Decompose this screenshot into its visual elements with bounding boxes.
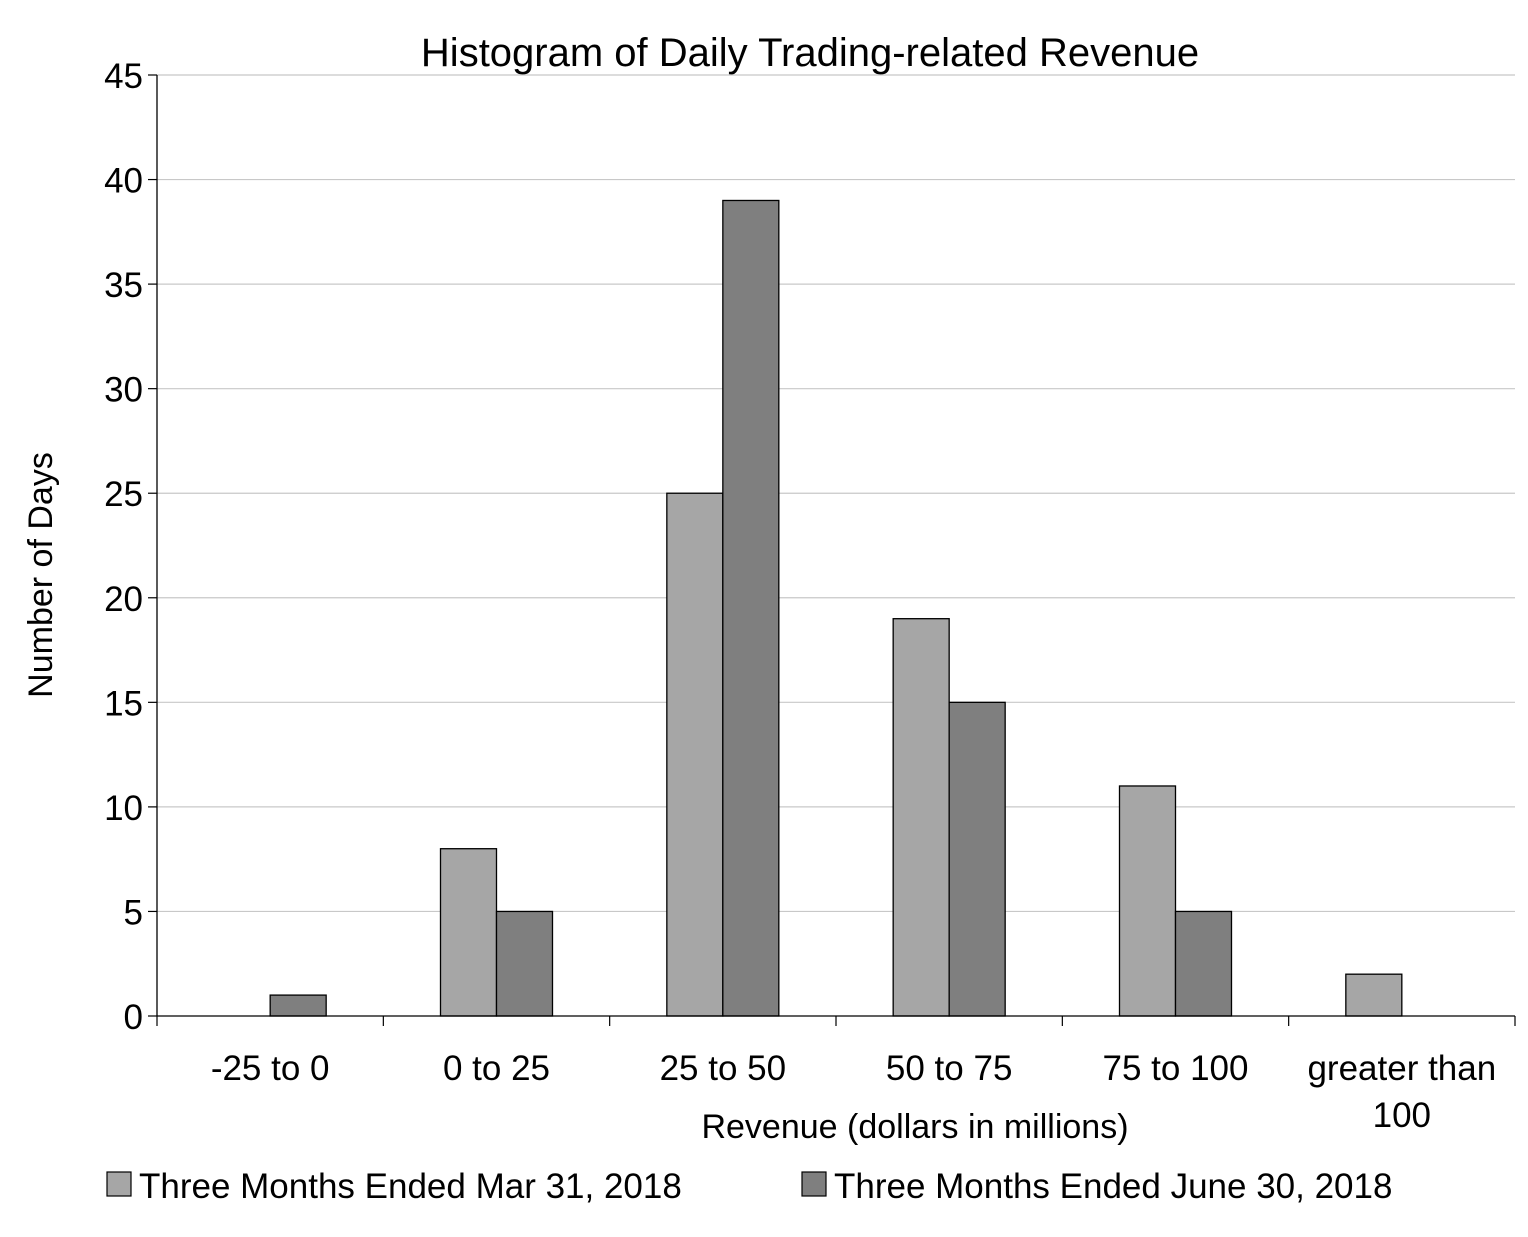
y-axis-label: Number of Days (22, 452, 60, 698)
bar (495, 910, 554, 1017)
x-tick-label: greater than (1307, 1049, 1496, 1088)
bar (666, 492, 724, 1017)
bar (1118, 785, 1177, 1017)
y-tick-labels: 0 5 10 15 20 25 30 35 40 45 (104, 57, 143, 1037)
x-tick-label: 100 (1373, 1096, 1431, 1135)
x-axis-label: Revenue (dollars in millions) (701, 1108, 1128, 1146)
bar (722, 199, 780, 1017)
legend-swatch (106, 1171, 132, 1197)
chart-title: Histogram of Daily Trading-related Reven… (421, 31, 1199, 75)
y-tick-label: 15 (104, 684, 143, 723)
y-tick-label: 45 (104, 57, 143, 96)
axes (148, 74, 1516, 1026)
legend: Three Months Ended Mar 31, 2018 Three Mon… (106, 1167, 1392, 1206)
bar (269, 994, 327, 1017)
y-tick-label: 0 (124, 998, 143, 1037)
x-tick-label: 75 to 100 (1103, 1049, 1249, 1088)
y-tick-label: 40 (104, 162, 143, 201)
y-tick-label: 5 (124, 893, 143, 932)
gridlines (157, 74, 1515, 913)
legend-swatch (801, 1171, 827, 1197)
x-tick-label: 25 to 50 (660, 1049, 787, 1088)
y-tick-label: 25 (104, 475, 143, 514)
bar (439, 848, 498, 1017)
y-tick-label: 35 (104, 266, 143, 305)
x-tick-label: 50 to 75 (886, 1049, 1013, 1088)
legend-label: Three Months Ended Mar 31, 2018 (139, 1167, 682, 1206)
x-tick-labels: -25 to 0 0 to 25 25 to 50 50 to 75 75 to 100… (211, 1049, 1496, 1135)
y-tick-label: 20 (104, 580, 143, 619)
bars (269, 199, 1403, 1017)
legend-label: Three Months Ended June 30, 2018 (834, 1167, 1392, 1206)
bar (1345, 973, 1403, 1017)
x-tick-label: 0 to 25 (443, 1049, 550, 1088)
y-tick-label: 10 (104, 789, 143, 828)
bar (1174, 910, 1233, 1017)
bar (892, 618, 950, 1017)
bar (948, 701, 1006, 1017)
x-tick-label: -25 to 0 (211, 1049, 330, 1088)
y-tick-label: 30 (104, 371, 143, 410)
